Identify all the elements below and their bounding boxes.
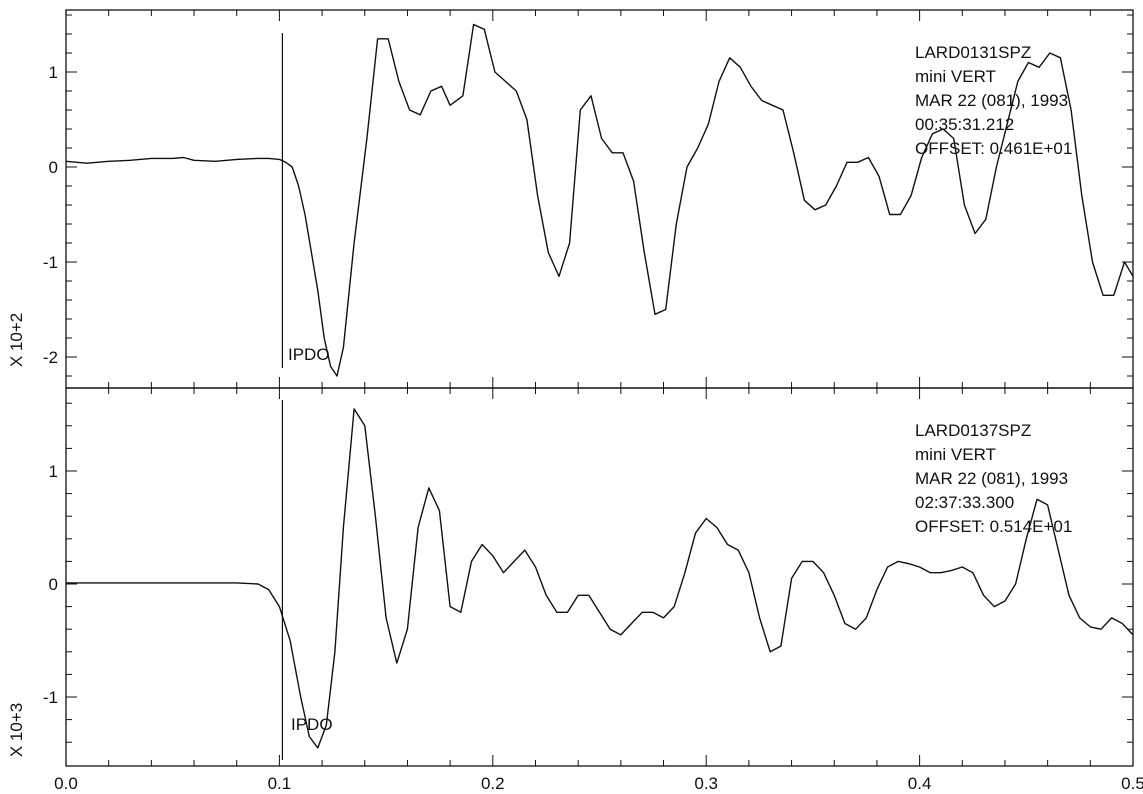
station-annotation-line: MAR 22 (081), 1993 xyxy=(915,469,1068,488)
y-tick-label: -2 xyxy=(43,348,58,367)
x-tick-label: 0.2 xyxy=(481,774,505,793)
y-tick-label: 0 xyxy=(49,158,58,177)
phase-marker-label: IPDO xyxy=(291,715,333,734)
station-annotation-line: OFFSET: 0.514E+01 xyxy=(915,517,1072,536)
y-axis-label: X 10+2 xyxy=(7,313,26,367)
y-axis-label: X 10+3 xyxy=(7,703,26,757)
station-annotation-line: OFFSET: 0.461E+01 xyxy=(915,139,1072,158)
bottom-trace-panel: 0.0 0.1 0.2 0.3 0.4 0.5 1 0 -1 X 10+3 IPDO LARD0137… xyxy=(7,388,1143,793)
station-annotation-line: LARD0131SPZ xyxy=(915,43,1031,62)
y-tick-label: 1 xyxy=(49,63,58,82)
station-annotation-line: LARD0137SPZ xyxy=(915,421,1031,440)
station-annotation-line: 00:35:31.212 xyxy=(915,115,1014,134)
x-tick-label: 0.5 xyxy=(1121,774,1143,793)
x-tick-label: 0.4 xyxy=(908,774,932,793)
x-tick-label: 0.0 xyxy=(54,774,78,793)
x-tick-label: 0.3 xyxy=(694,774,718,793)
station-annotation-line: mini VERT xyxy=(915,445,996,464)
y-tick-label: -1 xyxy=(43,688,58,707)
y-tick-label: -1 xyxy=(43,253,58,272)
station-annotation-line: 02:37:33.300 xyxy=(915,493,1014,512)
y-tick-label: 1 xyxy=(49,462,58,481)
top-trace-panel: 1 0 -1 -2 X 10+2 IPDO LARD0131SPZ mini VERT MAR … xyxy=(7,10,1133,388)
phase-marker-label: IPDO xyxy=(288,345,330,364)
x-tick-label: 0.1 xyxy=(268,774,292,793)
station-annotation-line: MAR 22 (081), 1993 xyxy=(915,91,1068,110)
station-annotation-line: mini VERT xyxy=(915,67,996,86)
y-tick-label: 0 xyxy=(49,575,58,594)
